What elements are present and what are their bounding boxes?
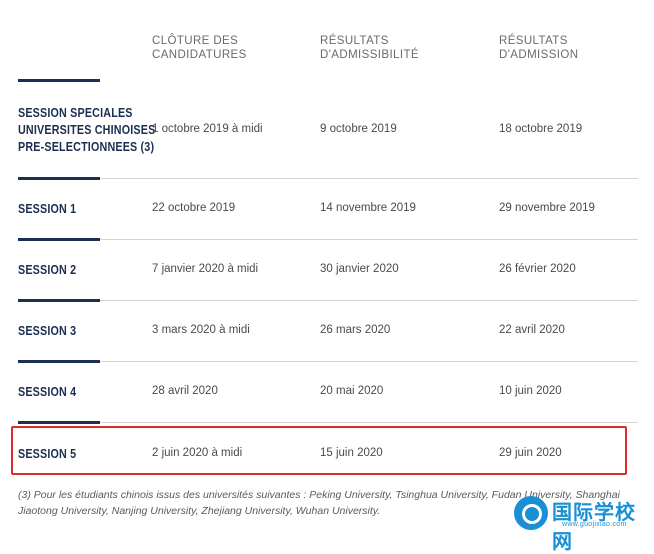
session-label: SESSION SPECIALES UNIVERSITES CHINOISES … [18, 105, 155, 156]
session-label-line2: UNIVERSITES CHINOISES [18, 123, 156, 137]
admission-date: 18 octobre 2019 [499, 123, 583, 135]
session-label: SESSION 5 [18, 447, 77, 461]
admissibilite-date: 26 mars 2020 [320, 324, 391, 336]
row-accent [18, 177, 100, 180]
header-cloture-line1: CLÔTURE DES [152, 35, 239, 47]
table-row: SESSION 3 3 mars 2020 à midi 26 mars 202… [0, 301, 640, 363]
table-row: SESSION 2 7 janvier 2020 à midi 30 janvi… [0, 240, 640, 302]
header-admission-line1: RÉSULTATS [499, 35, 568, 47]
admissibilite-date: 20 mai 2020 [320, 385, 384, 397]
footnote: (3) Pour les étudiants chinois issus des… [18, 489, 620, 517]
admissibilite-date: 9 octobre 2019 [320, 123, 397, 135]
row-accent [18, 299, 100, 302]
cloture-date: 1 octobre 2019 à midi [152, 123, 263, 135]
header-admissibilite: RÉSULTATS D'ADMISSIBILITÉ [320, 34, 419, 62]
session-label-line3: PRE-SELECTIONNEES (3) [18, 140, 155, 154]
admission-date: 29 novembre 2019 [499, 202, 595, 214]
admission-date: 10 juin 2020 [499, 385, 562, 397]
cloture-date: 28 avril 2020 [152, 385, 218, 397]
session-label: SESSION 4 [18, 385, 77, 399]
cloture-date: 7 janvier 2020 à midi [152, 263, 259, 275]
row-accent [18, 238, 100, 241]
admission-date: 26 février 2020 [499, 263, 576, 275]
header-admission: RÉSULTATS D'ADMISSION [499, 34, 578, 62]
row-divider [100, 239, 638, 240]
header-admissibilite-line1: RÉSULTATS [320, 35, 389, 47]
cloture-date: 22 octobre 2019 [152, 202, 236, 214]
table-row: SESSION 1 22 octobre 2019 14 novembre 20… [0, 179, 640, 241]
highlight-box [11, 426, 627, 475]
admission-date: 22 avril 2020 [499, 324, 565, 336]
admissibilite-date: 15 juin 2020 [320, 447, 383, 459]
cloture-date: 2 juin 2020 à midi [152, 447, 243, 459]
header-cloture-line2: CANDIDATURES [152, 49, 247, 61]
watermark-logo-icon [514, 496, 548, 530]
session-label: SESSION 1 [18, 202, 77, 216]
row-divider [100, 178, 638, 179]
header-row [0, 0, 640, 82]
row-divider [100, 422, 638, 423]
admission-date: 29 juin 2020 [499, 447, 562, 459]
watermark-url: www.guojixiao.com [562, 521, 627, 528]
table-row: SESSION 4 28 avril 2020 20 mai 2020 10 j… [0, 362, 640, 424]
row-divider [100, 361, 638, 362]
table-row: SESSION SPECIALES UNIVERSITES CHINOISES … [0, 81, 640, 180]
header-admissibilite-line2: D'ADMISSIBILITÉ [320, 49, 419, 61]
session-label: SESSION 2 [18, 263, 77, 277]
session-label-line1: SESSION SPECIALES [18, 106, 133, 120]
cloture-date: 3 mars 2020 à midi [152, 324, 250, 336]
watermark: 国际学校网 www.guojixiao.com [514, 492, 654, 553]
header-accent [18, 79, 100, 82]
row-accent [18, 421, 100, 424]
row-accent [18, 360, 100, 363]
header-cloture: CLÔTURE DES CANDIDATURES [152, 34, 247, 62]
table-row: SESSION 5 2 juin 2020 à midi 15 juin 202… [0, 423, 640, 479]
admissibilite-date: 30 janvier 2020 [320, 263, 399, 275]
admissibilite-date: 14 novembre 2019 [320, 202, 416, 214]
session-label: SESSION 3 [18, 324, 77, 338]
header-admission-line2: D'ADMISSION [499, 49, 579, 61]
row-divider [100, 300, 638, 301]
